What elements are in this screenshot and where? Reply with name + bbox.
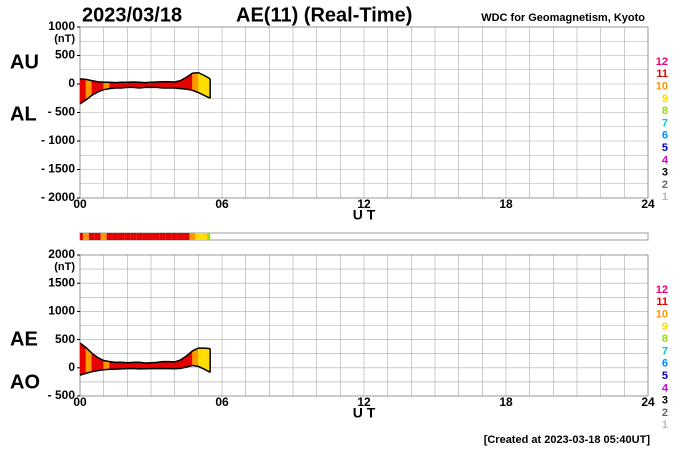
y-unit: (nT) xyxy=(54,33,75,45)
title: AE(11) (Real-Time) xyxy=(236,4,412,26)
station-legend: 11 xyxy=(656,296,668,308)
y-tick-label: 2000 xyxy=(48,247,75,261)
band-fill xyxy=(162,81,169,89)
coverage-segment xyxy=(148,233,154,240)
station-legend: 3 xyxy=(662,167,668,179)
coverage-segment xyxy=(130,233,137,240)
series-line xyxy=(79,71,211,84)
band-fill xyxy=(162,361,169,369)
station-legend: 9 xyxy=(662,321,668,333)
coverage-segment xyxy=(82,233,89,240)
y-tick-label: 0 xyxy=(68,76,75,90)
y-tick-label: - 500 xyxy=(48,388,76,402)
band-fill xyxy=(115,361,122,370)
series-label: AU xyxy=(10,51,39,73)
plot-frame xyxy=(79,254,649,397)
coverage-segment xyxy=(124,233,131,240)
station-legend: 9 xyxy=(662,93,668,105)
band-fill xyxy=(204,347,211,373)
y-tick-label: - 1500 xyxy=(41,162,75,176)
x-tick-label: 06 xyxy=(215,197,229,211)
x-axis-label: U T xyxy=(353,405,376,421)
station-legend: 1 xyxy=(662,419,668,431)
station-legend: 7 xyxy=(662,117,668,129)
coverage-segment xyxy=(142,233,149,240)
series-line xyxy=(79,342,211,364)
x-tick-label: 12 xyxy=(357,197,371,211)
coverage-segment xyxy=(177,233,184,240)
station-legend: 12 xyxy=(656,284,668,296)
x-tick-label: 00 xyxy=(73,197,87,211)
x-tick-label: 06 xyxy=(215,395,229,409)
station-legend: 11 xyxy=(656,68,668,80)
station-legend: 4 xyxy=(662,382,669,394)
x-tick-label: 12 xyxy=(357,395,371,409)
coverage-segment xyxy=(112,233,119,240)
coverage-segment xyxy=(136,233,143,240)
y-tick-label: 500 xyxy=(55,332,75,346)
x-tick-label: 24 xyxy=(641,395,655,409)
station-legend: 1 xyxy=(662,191,668,203)
coverage-segment xyxy=(207,233,211,240)
y-tick-label: - 500 xyxy=(48,105,76,119)
station-legend: 3 xyxy=(662,395,668,407)
coverage-segment xyxy=(195,233,202,240)
y-tick-label: 500 xyxy=(55,48,75,62)
station-legend: 12 xyxy=(656,56,668,68)
coverage-segment xyxy=(88,233,95,240)
coverage-segment xyxy=(189,233,196,240)
band-fill xyxy=(79,342,87,376)
y-tick-label: 1500 xyxy=(48,275,75,289)
station-legend: 6 xyxy=(662,130,668,142)
station-legend: 4 xyxy=(662,154,669,166)
footer: [Created at 2023-03-18 05:40UT] xyxy=(484,434,651,446)
x-axis-label: U T xyxy=(353,207,376,223)
station-legend: 5 xyxy=(662,370,668,382)
series-label: AL xyxy=(10,103,37,125)
coverage-segment xyxy=(201,233,208,240)
series-label: AE xyxy=(10,328,38,350)
y-tick-label: 1000 xyxy=(48,19,75,33)
series-label: AO xyxy=(10,371,40,393)
coverage-segment xyxy=(100,233,107,240)
date: 2023/03/18 xyxy=(82,4,182,26)
y-tick-label: 0 xyxy=(68,360,75,374)
source: WDC for Geomagnetism, Kyoto xyxy=(481,12,645,24)
station-legend: 2 xyxy=(662,407,668,419)
coverage-segment xyxy=(165,233,172,240)
coverage-segment xyxy=(94,233,101,240)
series-line xyxy=(79,86,211,105)
station-legend: 10 xyxy=(656,81,668,93)
coverage-segment xyxy=(159,233,166,240)
band-fill xyxy=(192,72,199,93)
station-legend: 5 xyxy=(662,142,668,154)
station-legend: 7 xyxy=(662,345,668,357)
coverage-segment xyxy=(171,233,178,240)
station-legend: 6 xyxy=(662,358,668,370)
x-tick-label: 18 xyxy=(499,197,513,211)
station-legend: 10 xyxy=(656,309,668,321)
coverage-segment xyxy=(183,233,190,240)
station-legend: 2 xyxy=(662,179,668,191)
coverage-segment xyxy=(153,233,160,240)
coverage-segment xyxy=(106,233,113,240)
y-tick-label: 1000 xyxy=(48,304,75,318)
x-tick-label: 24 xyxy=(641,197,655,211)
series-line xyxy=(79,364,211,376)
station-legend: 8 xyxy=(662,105,668,117)
coverage-segment xyxy=(80,233,83,240)
y-unit: (nT) xyxy=(54,261,75,273)
y-tick-label: - 2000 xyxy=(41,190,75,204)
band-fill xyxy=(198,72,205,96)
station-legend: 8 xyxy=(662,333,668,345)
x-tick-label: 00 xyxy=(73,395,87,409)
band-fill xyxy=(168,361,175,370)
coverage-segment xyxy=(118,233,125,240)
x-tick-label: 18 xyxy=(499,395,513,409)
y-tick-label: - 1000 xyxy=(41,133,75,147)
